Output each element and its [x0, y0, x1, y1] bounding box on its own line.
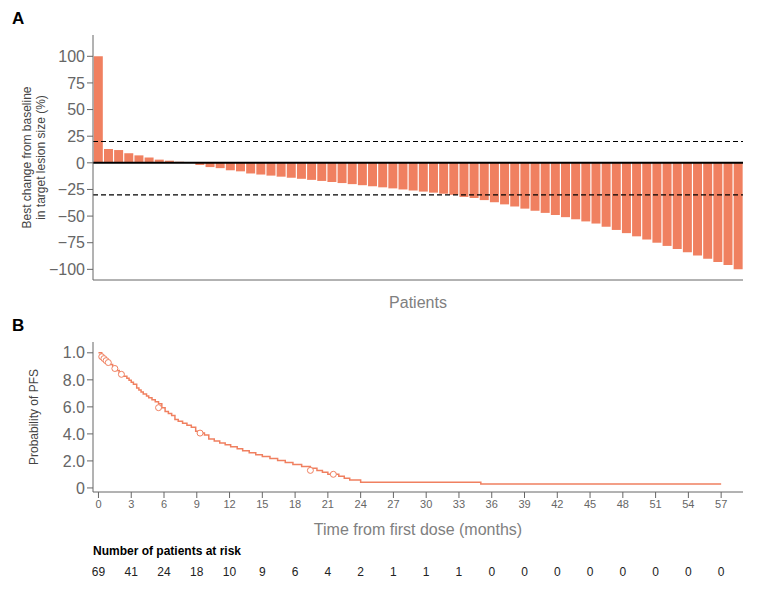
svg-text:30: 30 [420, 498, 432, 510]
svg-text:1: 1 [390, 565, 397, 579]
svg-text:50: 50 [67, 101, 85, 118]
svg-text:0: 0 [488, 565, 495, 579]
svg-text:6: 6 [161, 498, 167, 510]
svg-text:−25: −25 [58, 181, 85, 198]
svg-text:0: 0 [95, 498, 101, 510]
svg-text:48: 48 [617, 498, 629, 510]
svg-text:100: 100 [58, 48, 85, 65]
svg-text:0: 0 [718, 565, 725, 579]
html-text:Number of patients at risk: Number of patients at risk [93, 544, 241, 558]
svg-text:4.0: 4.0 [63, 426, 85, 443]
svg-text:45: 45 [584, 498, 596, 510]
svg-text:24: 24 [157, 565, 171, 579]
svg-text:−100: −100 [49, 261, 85, 278]
svg-text:0: 0 [76, 155, 85, 172]
svg-text:1.0: 1.0 [63, 344, 85, 361]
svg-text:0: 0 [76, 480, 85, 497]
svg-text:15: 15 [256, 498, 268, 510]
svg-text:4: 4 [325, 565, 332, 579]
svg-text:57: 57 [715, 498, 727, 510]
svg-text:54: 54 [682, 498, 694, 510]
svg-text:42: 42 [551, 498, 563, 510]
svg-text:9: 9 [194, 498, 200, 510]
svg-text:75: 75 [67, 75, 85, 92]
svg-text:0: 0 [521, 565, 528, 579]
svg-text:0: 0 [554, 565, 561, 579]
svg-text:51: 51 [649, 498, 661, 510]
svg-text:1: 1 [456, 565, 463, 579]
svg-text:Time from first dose (months): Time from first dose (months) [314, 521, 522, 538]
svg-text:1: 1 [423, 565, 430, 579]
svg-text:25: 25 [67, 128, 85, 145]
svg-text:39: 39 [518, 498, 530, 510]
svg-text:Best change from baselinein ta: Best change from baselinein target lesio… [20, 86, 48, 228]
html-text:A: A [12, 9, 25, 28]
svg-text:21: 21 [322, 498, 334, 510]
svg-text:0: 0 [652, 565, 659, 579]
svg-text:3: 3 [128, 498, 134, 510]
svg-text:Probability of PFS: Probability of PFS [27, 369, 41, 465]
svg-text:18: 18 [190, 565, 204, 579]
svg-text:27: 27 [387, 498, 399, 510]
svg-text:0: 0 [685, 565, 692, 579]
html-text:B: B [12, 316, 25, 335]
svg-text:8.0: 8.0 [63, 372, 85, 389]
svg-text:33: 33 [453, 498, 465, 510]
svg-text:−75: −75 [58, 234, 85, 251]
svg-text:12: 12 [223, 498, 235, 510]
svg-text:36: 36 [486, 498, 498, 510]
svg-text:−50: −50 [58, 208, 85, 225]
svg-text:24: 24 [355, 498, 367, 510]
svg-text:69: 69 [92, 565, 106, 579]
svg-text:2: 2 [357, 565, 364, 579]
svg-text:2.0: 2.0 [63, 453, 85, 470]
svg-text:6: 6 [292, 565, 299, 579]
svg-text:0: 0 [619, 565, 626, 579]
svg-text:Patients: Patients [389, 294, 447, 311]
svg-text:9: 9 [259, 565, 266, 579]
svg-text:6.0: 6.0 [63, 399, 85, 416]
svg-text:18: 18 [289, 498, 301, 510]
svg-text:41: 41 [125, 565, 139, 579]
svg-text:0: 0 [587, 565, 594, 579]
svg-text:10: 10 [223, 565, 237, 579]
